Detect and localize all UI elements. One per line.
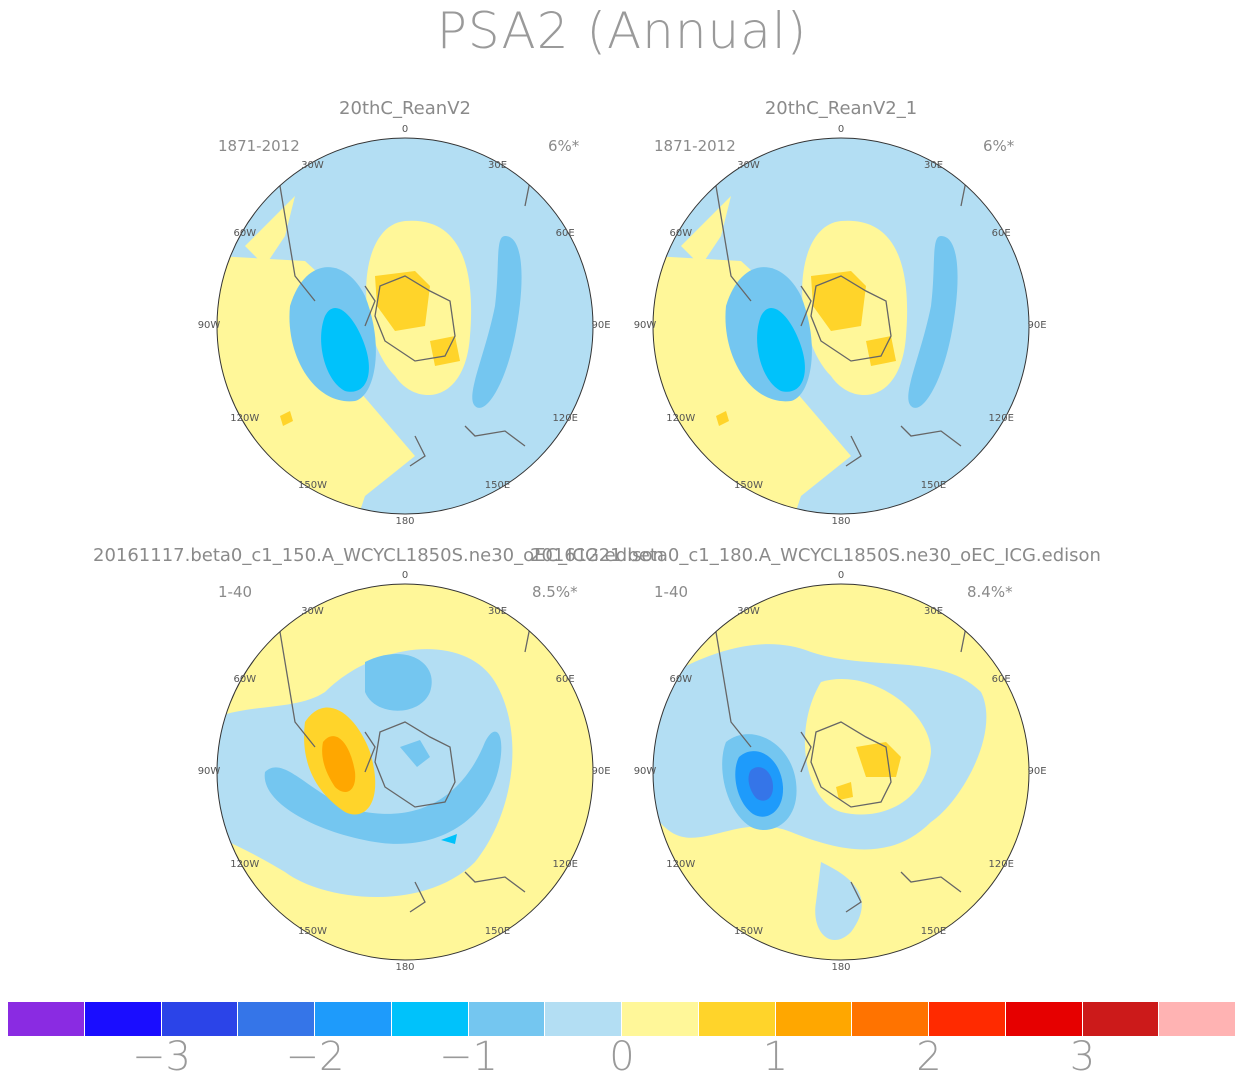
panel-4-title: 20161221.beta0_c1_180.A_WCYCL1850S.ne30_… xyxy=(530,545,1101,566)
longitude-label-right: 90E xyxy=(591,320,611,331)
longitude-label-bottom: 180 xyxy=(831,516,851,527)
longitude-label-right_lower: 120E xyxy=(988,858,1014,870)
colorbar-segment xyxy=(1159,1002,1236,1036)
longitude-label-right: 90E xyxy=(1027,320,1047,331)
map-panel-3 xyxy=(216,583,594,961)
longitude-label-top_right: 30E xyxy=(487,605,508,617)
longitude-label-left_lower: 120W xyxy=(666,412,696,424)
longitude-label-right_lower: 120E xyxy=(552,858,578,870)
colorbar-segment xyxy=(238,1002,315,1036)
colorbar-segment xyxy=(775,1002,853,1036)
colorbar-segment xyxy=(929,1002,1006,1036)
colorbar-segment xyxy=(8,1002,85,1036)
longitude-label-left_upper: 60W xyxy=(669,673,693,685)
colorbar-segment xyxy=(468,1002,546,1036)
longitude-label-bottom_right: 150E xyxy=(920,926,947,938)
colorbar-label: 3 xyxy=(1069,1034,1096,1080)
longitude-label-top_right: 30E xyxy=(487,159,508,171)
longitude-label-left: 90W xyxy=(633,766,657,777)
figure-title: PSA2 (Annual) xyxy=(436,2,808,60)
map-panel-1 xyxy=(216,137,594,515)
longitude-label-left_upper: 60W xyxy=(233,673,257,685)
longitude-label-right_upper: 60E xyxy=(555,673,575,685)
longitude-label-top_right: 30E xyxy=(923,159,944,171)
longitude-label-left_upper: 60W xyxy=(233,227,257,239)
colorbar-segment xyxy=(1005,1002,1083,1036)
longitude-label-right_upper: 60E xyxy=(991,673,1011,685)
longitude-label-top: 0 xyxy=(837,570,845,581)
panel-3-percent: 8.5%* xyxy=(532,583,578,601)
longitude-label-bottom_left: 150W xyxy=(734,480,763,492)
panel-4-years: 1-40 xyxy=(654,583,689,601)
longitude-label-bottom_right: 150E xyxy=(484,480,511,492)
longitude-label-bottom_right: 150E xyxy=(484,926,511,938)
longitude-label-top_left: 30W xyxy=(301,159,324,171)
longitude-label-right_lower: 120E xyxy=(988,412,1014,424)
colorbar-segment xyxy=(852,1002,929,1036)
longitude-label-bottom_right: 150E xyxy=(920,480,947,492)
panel-1-title: 20thC_ReanV2 xyxy=(339,98,471,119)
panel-2-years: 1871-2012 xyxy=(654,137,736,155)
longitude-label-left_lower: 120W xyxy=(230,412,260,424)
colorbar-label: −3 xyxy=(132,1034,191,1080)
longitude-label-top: 0 xyxy=(401,570,409,581)
longitude-label-top_left: 30W xyxy=(737,159,760,171)
panel-3-title: 20161117.beta0_c1_150.A_WCYCL1850S.ne30_… xyxy=(93,545,664,566)
colorbar-segment xyxy=(315,1002,392,1036)
panel-1-years: 1871-2012 xyxy=(218,137,300,155)
longitude-label-right_lower: 120E xyxy=(552,412,578,424)
colorbar-segment xyxy=(545,1002,622,1036)
longitude-label-bottom_left: 150W xyxy=(298,926,327,938)
longitude-label-bottom: 180 xyxy=(831,962,851,973)
longitude-label-left_upper: 60W xyxy=(669,227,693,239)
longitude-label-top_left: 30W xyxy=(301,605,324,617)
longitude-label-top_left: 30W xyxy=(737,605,760,617)
panel-3-years: 1-40 xyxy=(218,583,253,601)
longitude-label-bottom: 180 xyxy=(395,516,415,527)
longitude-label-left: 90W xyxy=(633,320,657,331)
colorbar-label: 0 xyxy=(609,1034,635,1080)
map-panel-2 xyxy=(652,137,1030,515)
colorbar-segment xyxy=(622,1002,699,1036)
longitude-label-bottom_left: 150W xyxy=(298,480,327,492)
longitude-label-top: 0 xyxy=(401,124,409,135)
panel-1-percent: 6%* xyxy=(548,137,580,155)
map-panel-4 xyxy=(652,583,1030,961)
colorbar-segment xyxy=(1082,1002,1160,1036)
panel-2-title: 20thC_ReanV2_1 xyxy=(764,98,918,119)
colorbar-segment xyxy=(698,1002,776,1036)
colorbar-segment xyxy=(84,1002,162,1036)
longitude-label-left: 90W xyxy=(197,320,221,331)
colorbar-label: 2 xyxy=(916,1034,942,1080)
colorbar xyxy=(8,1002,1236,1036)
colorbar-label: −1 xyxy=(439,1034,498,1080)
colorbar-label: 1 xyxy=(762,1034,789,1080)
longitude-label-left_lower: 120W xyxy=(230,858,260,870)
longitude-label-right_upper: 60E xyxy=(555,227,575,239)
longitude-label-right: 90E xyxy=(1027,766,1047,777)
colorbar-segment xyxy=(391,1002,469,1036)
longitude-label-bottom_left: 150W xyxy=(734,926,763,938)
colorbar-segment xyxy=(161,1002,239,1036)
longitude-label-top_right: 30E xyxy=(923,605,944,617)
longitude-label-top: 0 xyxy=(837,124,845,135)
panel-2-percent: 6%* xyxy=(983,137,1015,155)
longitude-label-right_upper: 60E xyxy=(991,227,1011,239)
longitude-label-left: 90W xyxy=(197,766,221,777)
longitude-label-left_lower: 120W xyxy=(666,858,696,870)
colorbar-label: −2 xyxy=(285,1034,345,1080)
longitude-label-bottom: 180 xyxy=(395,962,415,973)
longitude-label-right: 90E xyxy=(591,766,611,777)
panel-4-percent: 8.4%* xyxy=(967,583,1013,601)
